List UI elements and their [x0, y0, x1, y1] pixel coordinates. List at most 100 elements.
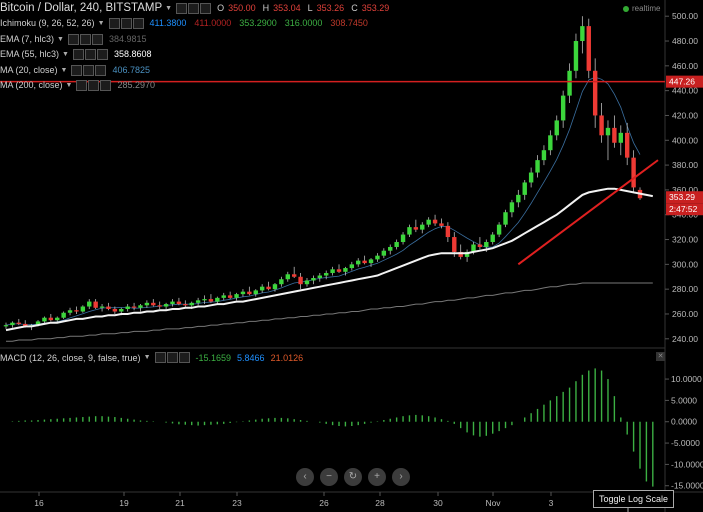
chevron-down-icon[interactable]: ▼ [143, 354, 151, 361]
candle-body [445, 225, 451, 238]
eye-icon[interactable] [76, 80, 88, 91]
close-icon[interactable] [200, 3, 212, 14]
close-icon[interactable] [132, 18, 144, 29]
candle-body [311, 278, 316, 281]
macd-tick-label: 10.0000 [671, 374, 702, 384]
candle-body [195, 300, 201, 303]
candle-body [16, 322, 22, 324]
candle-body [381, 250, 387, 256]
symbol-title[interactable]: Bitcoin / Dollar, 240, BITSTAMP [0, 2, 163, 14]
time-tick-label: 16 [34, 498, 44, 508]
chevron-down-icon[interactable]: ▼ [97, 20, 105, 27]
close-icon[interactable] [96, 49, 108, 60]
indicator-label[interactable]: MA (200, close) [0, 80, 63, 90]
macd-tick-label: 0.0000 [671, 417, 697, 427]
eye-icon[interactable] [71, 64, 83, 76]
settings-icon[interactable] [83, 64, 95, 76]
candle-body [247, 291, 252, 295]
candle-body [471, 244, 476, 252]
resistance-price-tag-bg [666, 75, 703, 88]
pane-close-icon[interactable]: ✕ [656, 352, 665, 361]
close-icon[interactable] [178, 352, 190, 363]
last-price-tag-bg [666, 191, 703, 204]
candle-body [618, 132, 623, 143]
candle-body [541, 150, 547, 161]
macd-value: 5.8466 [237, 352, 265, 363]
indicator-value: 411.0000 [194, 18, 232, 28]
candle-body [87, 301, 92, 307]
close-icon[interactable] [100, 80, 112, 91]
macd-tick-label: -5.0000 [671, 438, 700, 448]
ma200-line [6, 282, 653, 342]
macd-label[interactable]: MACD (12, 26, close, 9, false, true) [0, 352, 141, 363]
price-tick-label: 420.00 [672, 110, 698, 120]
settings-icon[interactable] [188, 3, 200, 14]
candle-body [163, 304, 169, 307]
indicator-value: 316.0000 [284, 18, 323, 28]
chevron-down-icon[interactable]: ▼ [57, 35, 64, 43]
close-icon[interactable] [95, 64, 107, 76]
time-tick-label: 23 [232, 498, 242, 508]
candle-body [420, 224, 425, 230]
candle-body [413, 227, 419, 230]
candle-body [106, 306, 111, 310]
settings-icon[interactable] [79, 33, 91, 45]
toggle-log-scale-button[interactable]: Toggle Log Scale [593, 490, 675, 508]
candle-body [125, 306, 130, 310]
ohlc-value: 353.26 [316, 3, 345, 13]
indicator-label[interactable]: EMA (55, hlc3) [0, 49, 60, 59]
candle-body [285, 274, 290, 280]
chevron-down-icon[interactable]: ▼ [62, 51, 69, 58]
realtime-status: realtime [623, 4, 660, 13]
reset-button[interactable]: ↻ [344, 468, 362, 486]
candle-body [554, 120, 559, 136]
candle-body [439, 223, 444, 226]
candle-body [298, 276, 303, 285]
candle-body [535, 160, 540, 173]
eye-icon[interactable] [67, 33, 79, 45]
price-tick-label: 380.00 [672, 160, 698, 170]
candle-body [586, 26, 591, 71]
candle-body [458, 251, 463, 257]
indicator-label[interactable]: MA (20, close) [0, 64, 58, 75]
candle-body [202, 299, 207, 301]
eye-icon[interactable] [176, 3, 188, 14]
eye-icon[interactable] [108, 18, 120, 29]
candle-body [55, 317, 60, 321]
macd-tick-label: 5.0000 [671, 395, 697, 405]
settings-icon[interactable] [166, 352, 178, 363]
eye-icon[interactable] [72, 49, 84, 60]
candle-body [10, 322, 15, 326]
indicator-label[interactable]: EMA (7, hlc3) [0, 33, 55, 44]
candle-body [605, 127, 611, 136]
zoom-out-button[interactable]: − [320, 468, 338, 486]
ohlc-key: C [351, 3, 358, 13]
candle-body [624, 132, 630, 158]
scroll-left-button[interactable]: ‹ [296, 468, 314, 486]
settings-icon[interactable] [84, 49, 96, 60]
candle-body [394, 242, 399, 247]
candle-body [221, 295, 226, 298]
close-icon[interactable] [91, 33, 103, 45]
indicator-row: EMA (55, hlc3) ▼ 358.8608 [0, 47, 152, 62]
indicator-value: 353.2900 [239, 18, 277, 28]
chevron-down-icon[interactable]: ▼ [165, 5, 173, 12]
chevron-down-icon[interactable]: ▼ [65, 82, 73, 89]
scroll-right-button[interactable]: › [392, 468, 410, 486]
candle-body [330, 269, 335, 274]
indicator-label[interactable]: Ichimoku (9, 26, 52, 26) [0, 18, 95, 28]
price-tick-label: 500.00 [672, 11, 698, 21]
chevron-down-icon[interactable]: ▼ [60, 66, 68, 74]
settings-icon[interactable] [120, 18, 132, 29]
candle-body [215, 297, 220, 302]
settings-icon[interactable] [88, 80, 100, 91]
eye-icon[interactable] [154, 352, 166, 363]
zoom-in-button[interactable]: + [368, 468, 386, 486]
last-price-tag: 353.29 [669, 192, 695, 202]
candle-body [599, 115, 604, 136]
candle-body [426, 219, 431, 225]
candle-body [375, 255, 380, 260]
candle-body [528, 172, 534, 183]
ohlc-value: 350.00 [228, 3, 256, 13]
